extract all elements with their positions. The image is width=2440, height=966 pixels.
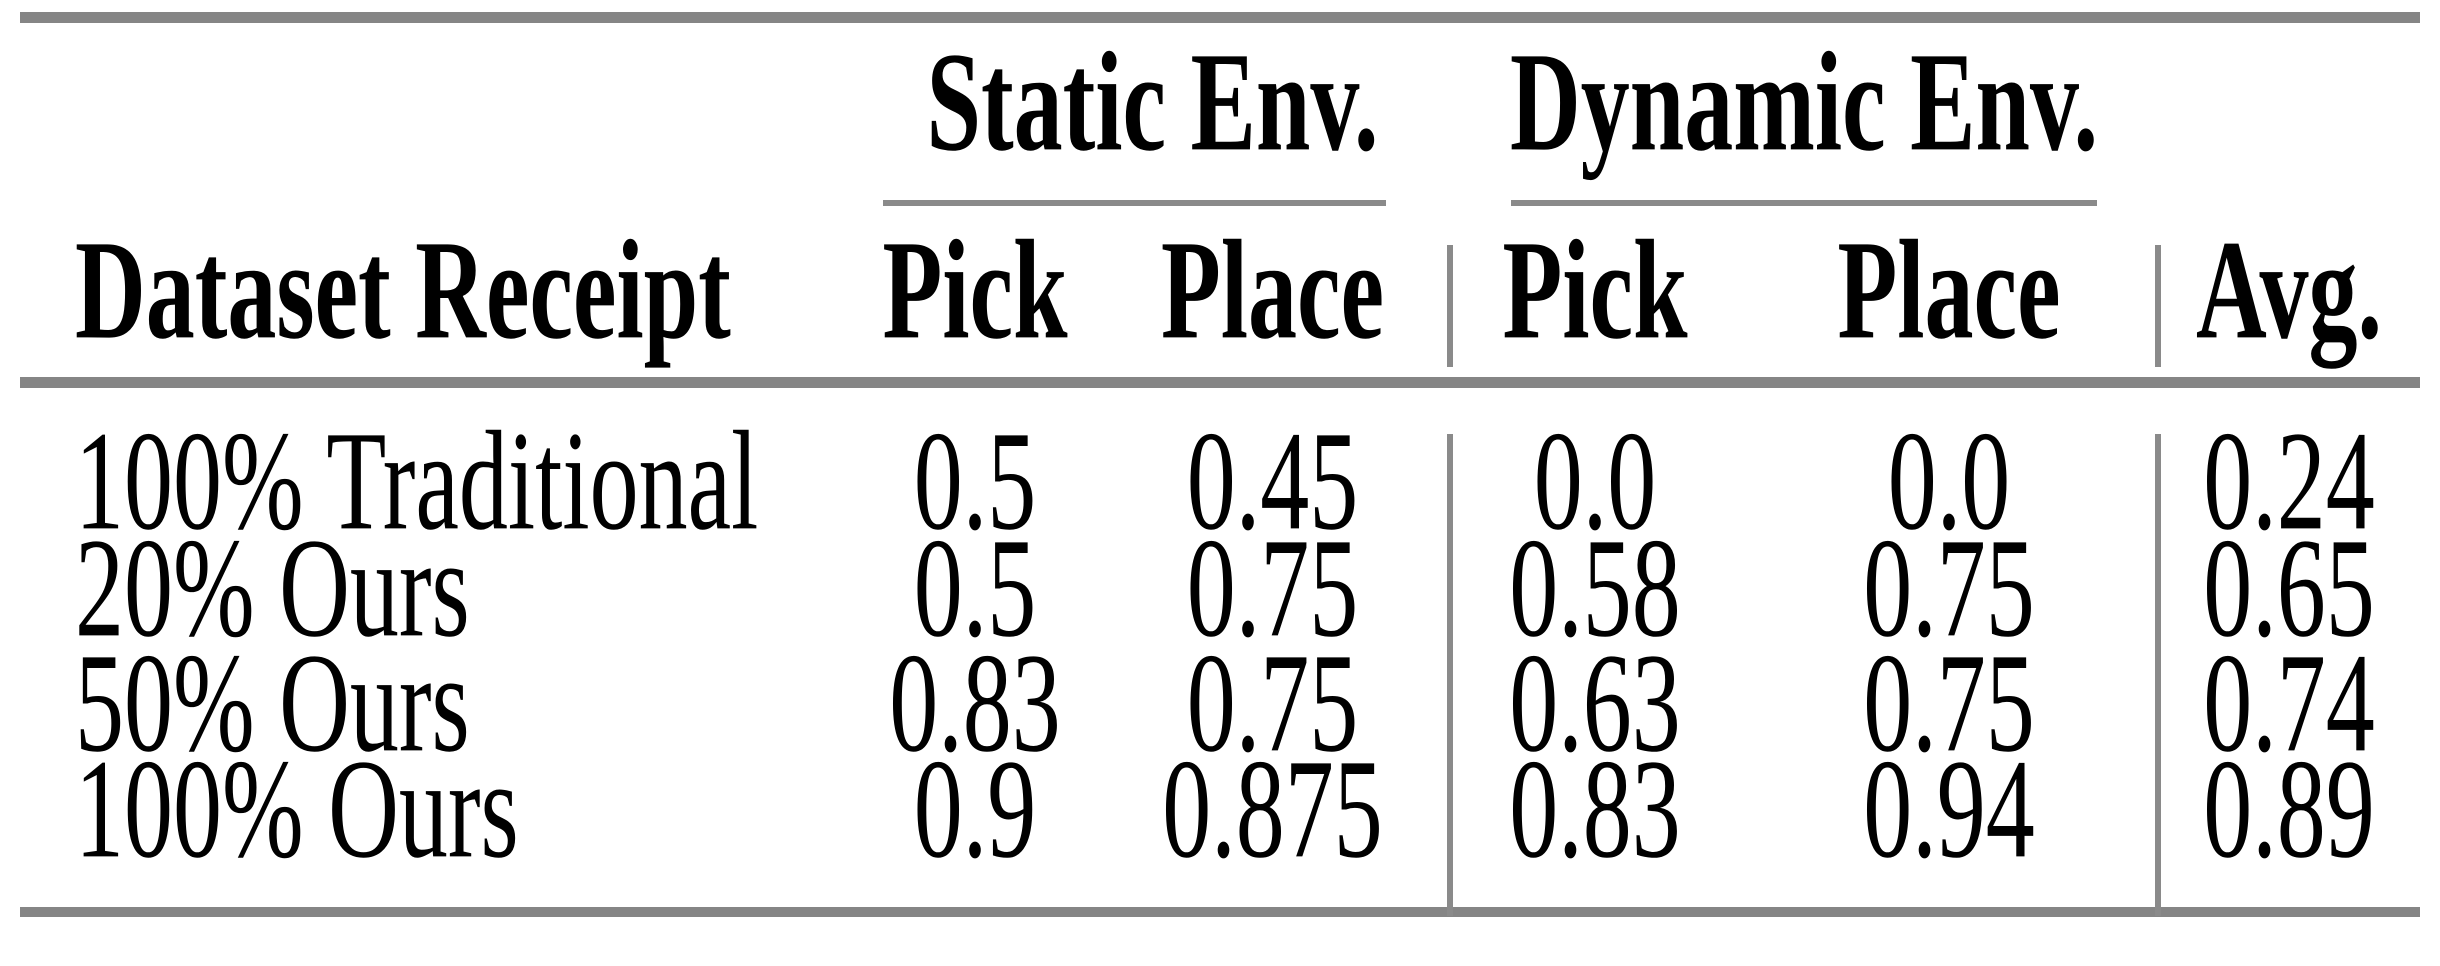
row-label: 100% Ours [75, 731, 519, 889]
table-row-50pct-ours: 50% Ours 0.83 0.75 0.63 0.75 0.74 [20, 632, 2420, 774]
column-header-avg: Avg. [2196, 212, 2383, 370]
cell-static-place: 0.75 [1186, 510, 1359, 667]
column-header-static-pick: Pick [882, 212, 1068, 370]
cell-dynamic-place: 0.75 [1863, 510, 2035, 667]
cell-avg: 0.24 [2203, 403, 2375, 561]
cell-dynamic-place: 0.0 [1887, 403, 2011, 561]
group-header-row: Static Env. Dynamic Env. [20, 18, 2420, 206]
cell-static-place: 0.875 [1162, 731, 1383, 889]
column-divider-dynamic-body [1447, 434, 1453, 916]
cmidrule-static-env [883, 199, 1386, 206]
cell-dynamic-place: 0.75 [1863, 625, 2035, 782]
column-header-row: Dataset Receipt Pick Place Pick Place Av… [20, 205, 2421, 388]
cell-static-place: 0.75 [1186, 625, 1359, 782]
column-header-dynamic-pick: Pick [1502, 212, 1688, 370]
column-divider-dynamic-header [1447, 245, 1453, 367]
column-header-dynamic-place: Place [1837, 212, 2061, 370]
row-label: 20% Ours [75, 510, 470, 667]
cell-static-pick: 0.5 [913, 510, 1037, 667]
column-header-avg-cell: Avg. [2158, 205, 2421, 388]
row-label: 100% Traditional [75, 403, 759, 561]
cell-static-pick: 0.83 [889, 625, 1061, 782]
column-divider-avg-body [2155, 434, 2161, 916]
table-row-100pct-ours: 100% Ours 0.9 0.875 0.83 0.94 0.89 [20, 739, 2420, 912]
cell-avg: 0.89 [2203, 731, 2375, 889]
column-divider-avg-header [2155, 245, 2161, 367]
column-header-static-pick-cell: Pick [855, 205, 1095, 388]
group-header-static-cell: Static Env. [855, 18, 1450, 206]
cell-dynamic-place: 0.94 [1863, 731, 2035, 889]
column-header-dynamic-place-cell: Place [1740, 205, 2159, 388]
group-header-spacer-avg [2158, 18, 2420, 206]
cell-dynamic-pick: 0.83 [1509, 731, 1681, 889]
table-row-20pct-ours: 20% Ours 0.5 0.75 0.58 0.75 0.65 [20, 517, 2420, 659]
group-header-spacer [20, 18, 855, 206]
results-table: Static Env. Dynamic Env. Dataset Receipt… [20, 12, 2421, 917]
cell-static-pick: 0.9 [913, 731, 1037, 889]
cell-dynamic-pick: 0.0 [1533, 403, 1657, 561]
cell-dynamic-pick: 0.58 [1509, 510, 1681, 667]
cell-static-pick: 0.5 [913, 403, 1037, 561]
group-header-static-env: Static Env. [926, 24, 1379, 182]
cell-avg: 0.74 [2203, 625, 2375, 782]
column-header-static-place: Place [1160, 212, 1385, 370]
cell-avg: 0.65 [2203, 510, 2375, 667]
group-header-dynamic-cell: Dynamic Env. [1450, 18, 2158, 206]
column-header-static-place-cell: Place [1095, 205, 1450, 388]
table-row-100pct-traditional: 100% Traditional 0.5 0.45 0.0 0.0 0.24 [20, 383, 2420, 553]
column-header-dynamic-pick-cell: Pick [1450, 205, 1740, 388]
cell-dynamic-pick: 0.63 [1509, 625, 1681, 782]
column-header-dataset-receipt: Dataset Receipt [75, 212, 731, 370]
cell-static-place: 0.45 [1186, 403, 1359, 561]
row-label: 50% Ours [75, 625, 470, 782]
cmidrule-dynamic-env [1511, 199, 2098, 206]
group-header-dynamic-env: Dynamic Env. [1509, 24, 2099, 182]
column-header-dataset-receipt-cell: Dataset Receipt [20, 205, 855, 388]
